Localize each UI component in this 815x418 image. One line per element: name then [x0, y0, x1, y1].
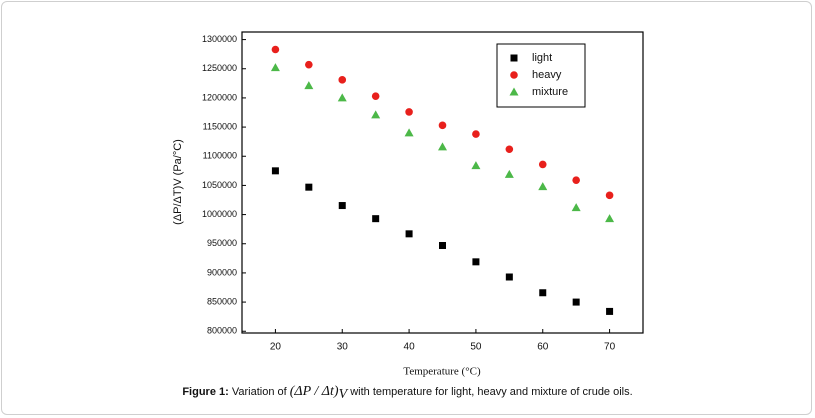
- x-tick-label: 30: [337, 342, 349, 353]
- marker-triangle: [471, 161, 481, 170]
- marker-triangle: [605, 214, 615, 223]
- marker-square: [510, 54, 518, 62]
- plot-frame: [241, 31, 644, 334]
- marker-square: [271, 167, 279, 175]
- marker-triangle: [404, 128, 414, 137]
- y-tick-label: 1200000: [202, 92, 237, 102]
- x-axis-label: Temperature (°C): [403, 366, 481, 378]
- y-tick-label: 950000: [207, 238, 237, 248]
- marker-square: [472, 258, 480, 266]
- marker-square: [539, 289, 547, 297]
- x-tick-label: 70: [604, 342, 616, 353]
- x-tick-label: 60: [537, 342, 549, 353]
- marker-square: [505, 273, 513, 281]
- marker-triangle: [509, 87, 519, 96]
- y-tick-label: 1150000: [203, 121, 237, 131]
- marker-circle: [271, 45, 280, 54]
- marker-triangle: [337, 93, 347, 102]
- x-tick-label: 50: [470, 342, 482, 353]
- marker-circle: [305, 60, 313, 69]
- legend-label: heavy: [532, 69, 562, 81]
- marker-circle: [505, 145, 514, 154]
- marker-square: [606, 307, 614, 315]
- caption-text: Variation of: [231, 386, 287, 398]
- caption-formula: (ΔP / Δt): [289, 384, 339, 399]
- marker-circle: [438, 121, 447, 130]
- caption-formula-sub: V: [338, 387, 348, 403]
- y-tick-label: 900000: [207, 267, 237, 277]
- marker-triangle: [304, 81, 314, 90]
- legend-label: light: [532, 52, 552, 64]
- marker-triangle: [571, 203, 581, 212]
- y-tick-label: 1300000: [202, 34, 237, 44]
- y-tick-label: 1050000: [202, 180, 237, 190]
- x-tick-label: 40: [404, 342, 416, 353]
- x-tick-label: 20: [270, 342, 282, 353]
- marker-circle: [338, 76, 347, 84]
- marker-circle: [371, 92, 380, 100]
- marker-triangle: [270, 63, 280, 72]
- legend-label: mixture: [532, 86, 568, 98]
- caption-label: Figure 1:: [182, 386, 229, 398]
- y-tick-label: 850000: [207, 296, 237, 306]
- marker-triangle: [371, 110, 381, 119]
- marker-square: [405, 230, 413, 238]
- caption: Figure 1: Variation of (ΔP / Δt)V with t…: [0, 384, 815, 403]
- y-axis-label: (ΔP/ΔT)V (Pa/°C): [172, 139, 184, 225]
- marker-circle: [405, 108, 413, 116]
- chart: Temperature (°C) (ΔP/ΔT)V (Pa/°C) 800000…: [172, 31, 644, 378]
- marker-triangle: [504, 169, 514, 178]
- marker-triangle: [538, 182, 548, 191]
- marker-square: [572, 298, 580, 306]
- marker-circle: [472, 130, 480, 138]
- marker-circle: [572, 176, 580, 184]
- caption-text: with temperature for light, heavy and mi…: [350, 386, 633, 398]
- y-tick-label: 1100000: [203, 151, 237, 161]
- y-tick-label: 1000000: [202, 209, 237, 219]
- marker-square: [372, 215, 380, 223]
- marker-square: [439, 242, 446, 249]
- marker-square: [338, 202, 346, 210]
- y-tick-label: 1250000: [202, 63, 237, 73]
- marker-circle: [605, 191, 614, 200]
- marker-triangle: [438, 142, 447, 151]
- marker-circle: [510, 71, 518, 79]
- marker-square: [305, 183, 313, 191]
- y-tick-label: 800000: [207, 326, 237, 336]
- marker-circle: [538, 160, 547, 169]
